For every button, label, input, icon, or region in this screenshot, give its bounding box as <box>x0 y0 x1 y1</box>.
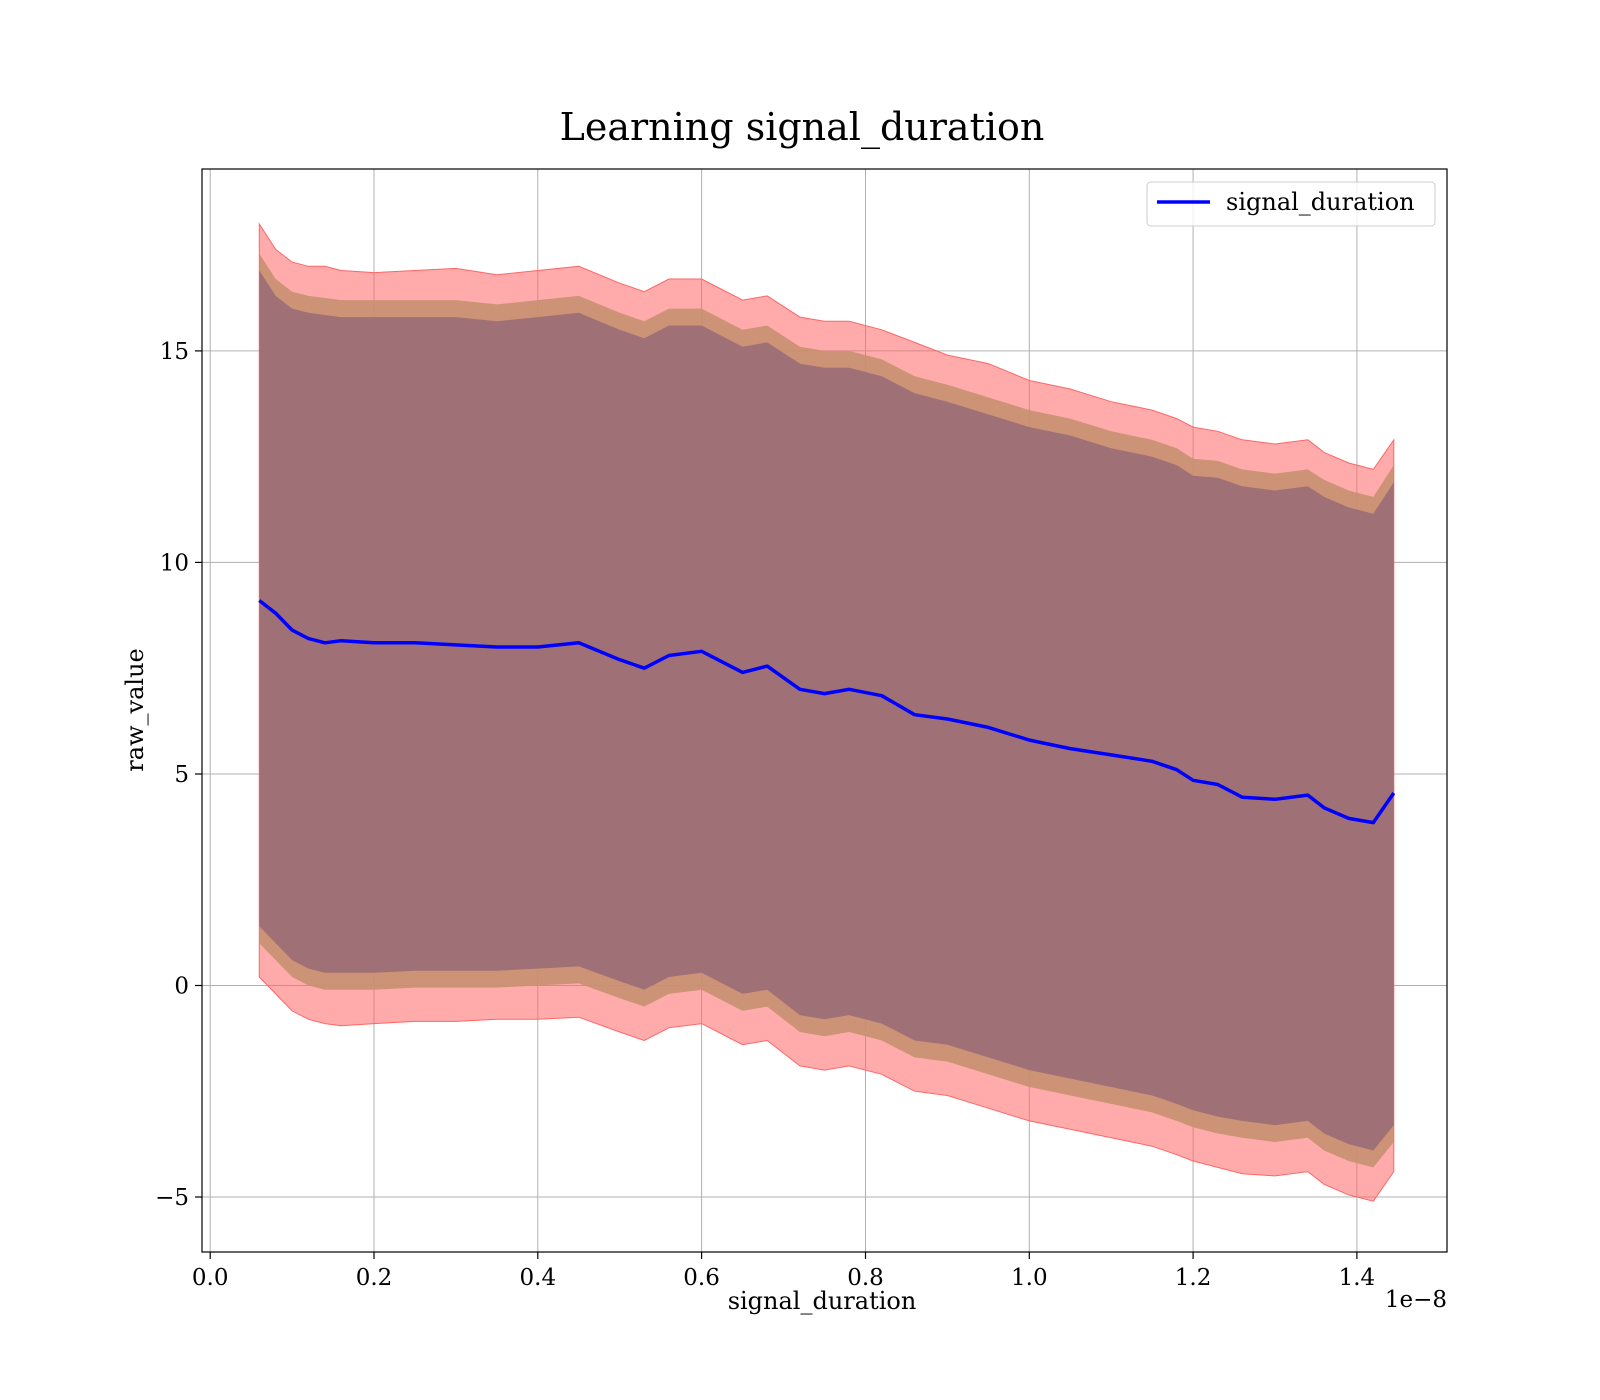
y-tick-label: −5 <box>155 1185 189 1211</box>
x-tick-label: 1.2 <box>1175 1265 1212 1291</box>
y-axis-label: raw_value <box>121 648 149 772</box>
x-tick-label: 1.4 <box>1339 1265 1376 1291</box>
legend-box <box>1146 181 1436 227</box>
x-tick-label: 0.4 <box>520 1265 557 1291</box>
legend-entry-label: signal_duration <box>1226 188 1415 216</box>
x-axis-label: signal_duration <box>728 1287 917 1315</box>
x-tick-label: 1.0 <box>1011 1265 1048 1291</box>
x-tick-label: 0.8 <box>847 1265 884 1291</box>
series-line-signal-duration <box>258 599 1396 825</box>
plot-frame <box>201 168 1448 1253</box>
line-layer <box>258 599 1396 825</box>
y-tick-label: 10 <box>160 550 189 576</box>
x-tick-label: 0.0 <box>192 1265 229 1291</box>
y-tick-label: 0 <box>174 974 189 1000</box>
x-tick-label: 0.2 <box>356 1265 393 1291</box>
tick-layer: 0.0 0.2 0.4 0.6 0.8 1.0 1.2 1.4 −5 0 5 10 15 <box>155 339 1375 1291</box>
y-tick-label: 5 <box>174 762 189 788</box>
band-layer <box>258 222 1395 1202</box>
x-tick-label: 0.6 <box>683 1265 720 1291</box>
x-axis-offset-text: 1e−8 <box>1385 1287 1447 1313</box>
y-tick-label: 15 <box>160 339 189 365</box>
inner-confidence-band <box>259 270 1394 1151</box>
chart-title: Learning signal_duration <box>560 105 1045 150</box>
legend: signal_duration <box>1146 181 1436 227</box>
